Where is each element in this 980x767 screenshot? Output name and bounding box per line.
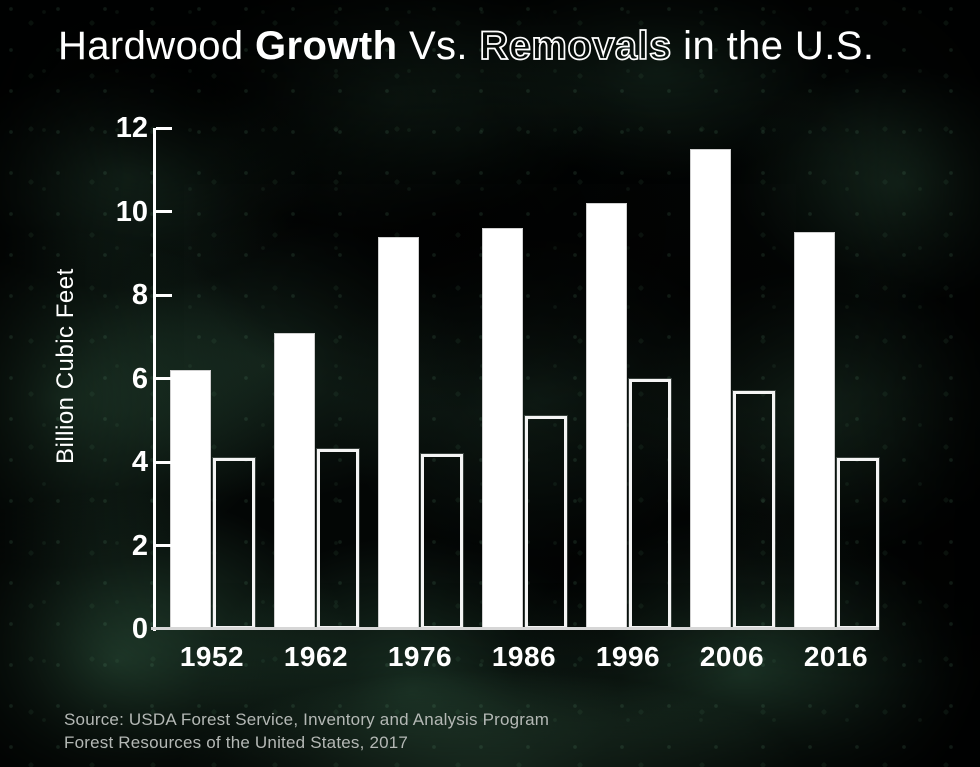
- source-line-2: Forest Resources of the United States, 2…: [64, 733, 409, 752]
- x-axis-label-2006: 2006: [699, 641, 765, 672]
- y-axis-title: Billion Cubic Feet: [52, 268, 79, 464]
- y-axis-tick-label-6: 6: [131, 362, 148, 395]
- title-text-vs: Vs.: [397, 24, 480, 68]
- title-text-removals: Removals: [479, 23, 672, 69]
- x-axis-label-1986: 1986: [491, 641, 557, 672]
- source-attribution: Source: USDA Forest Service, Inventory a…: [64, 708, 549, 754]
- title-text-regular: Hardwood: [58, 24, 256, 68]
- title-text-growth: Growth: [255, 24, 398, 68]
- x-axis-label-2016: 2016: [803, 641, 869, 672]
- y-axis-tick-2: [156, 544, 172, 547]
- bar-growth-2016: [794, 232, 835, 629]
- y-axis-tick-label-10: 10: [115, 195, 148, 228]
- y-axis-tick-label-2: 2: [131, 529, 148, 562]
- bar-removals-1952: [213, 457, 255, 629]
- bar-growth-2006: [690, 148, 731, 629]
- x-axis-baseline: [151, 627, 879, 630]
- bar-growth-1976: [378, 236, 419, 629]
- bar-growth-1996: [586, 203, 627, 629]
- bar-growth-1952: [170, 370, 211, 629]
- y-axis-tick-8: [156, 293, 172, 297]
- y-axis-line: [153, 128, 156, 631]
- bar-growth-1986: [482, 228, 523, 629]
- chart-title: Hardwood Growth Vs. Removals in the U.S.: [58, 23, 958, 69]
- bar-removals-1962: [317, 449, 359, 629]
- title-text-suffix: in the U.S.: [671, 24, 875, 68]
- y-axis-tick-label-8: 8: [131, 279, 148, 311]
- x-axis-label-1976: 1976: [387, 641, 453, 672]
- bar-removals-1996: [629, 378, 671, 629]
- y-axis-tick-label-4: 4: [131, 446, 148, 478]
- x-axis-label-1996: 1996: [595, 641, 661, 672]
- x-axis-label-1952: 1952: [179, 641, 245, 672]
- y-axis-tick-label-0: 0: [131, 613, 148, 645]
- bar-removals-2006: [733, 391, 775, 629]
- x-axis-label-1962: 1962: [283, 641, 349, 672]
- source-line-1: Source: USDA Forest Service, Inventory a…: [64, 710, 550, 729]
- y-axis-tick-4: [156, 460, 172, 464]
- y-axis-tick-label-12: 12: [115, 112, 148, 144]
- bar-removals-1976: [421, 453, 463, 629]
- bar-removals-1986: [525, 416, 567, 629]
- bar-removals-2016: [837, 457, 879, 629]
- y-axis-tick-12: [156, 126, 172, 130]
- y-axis-tick-6: [156, 377, 172, 380]
- bar-growth-1962: [274, 332, 315, 629]
- y-axis-tick-10: [156, 210, 172, 213]
